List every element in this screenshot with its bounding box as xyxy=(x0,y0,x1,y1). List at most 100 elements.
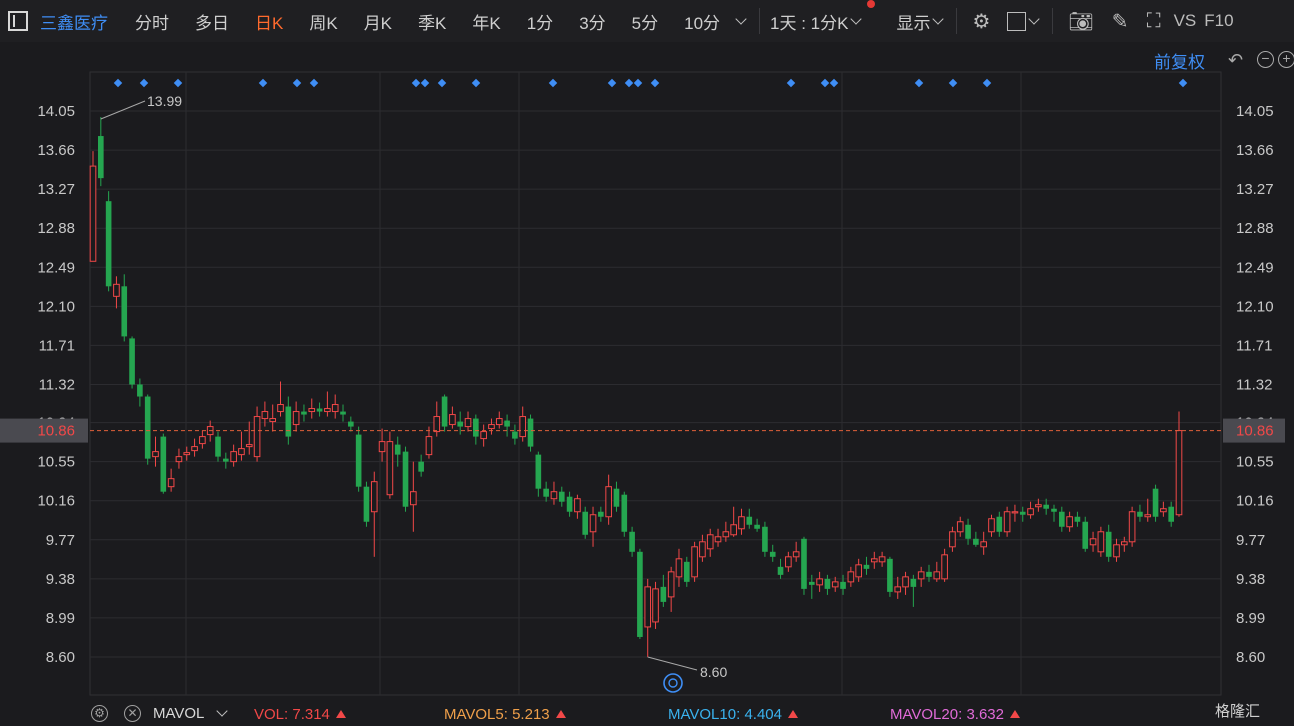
candle-body-down xyxy=(754,524,760,529)
vol-readout: VOL: 7.314 xyxy=(254,706,346,723)
candle-body-down xyxy=(926,571,932,577)
q-badge-inner-icon xyxy=(668,678,678,688)
event-marker-icon xyxy=(113,78,123,88)
tab-multi-day[interactable]: 多日 xyxy=(195,13,229,33)
candle-body-up xyxy=(831,581,839,588)
up-arrow-icon xyxy=(555,710,566,718)
candle-body-up xyxy=(980,541,987,548)
price-tick-left: 8.99 xyxy=(46,610,75,627)
candle-body-down xyxy=(340,411,346,415)
candle-body-down xyxy=(285,406,292,437)
price-tick-right: 12.49 xyxy=(1236,259,1274,276)
candle-body-down xyxy=(402,451,409,507)
undo-icon[interactable]: ↶ xyxy=(1228,50,1244,70)
candle-body-up xyxy=(1128,511,1136,543)
candle-body-up xyxy=(253,416,261,458)
tab-weekly-k[interactable]: 周K xyxy=(309,13,338,33)
zoom-out-icon[interactable]: − xyxy=(1257,51,1274,68)
display-menu[interactable]: 显示 xyxy=(896,13,931,33)
indicator-settings-gear-icon[interactable]: ⚙ xyxy=(91,704,108,722)
tab-intraday[interactable]: 分时 xyxy=(135,13,169,33)
price-tick-left: 11.71 xyxy=(39,337,75,354)
price-tick-right: 12.88 xyxy=(1236,220,1274,237)
stock-name[interactable]: 三鑫医疗 xyxy=(40,13,108,33)
tab-quarterly-k[interactable]: 季K xyxy=(418,13,447,33)
high-price-label: 13.99 xyxy=(147,93,182,109)
indicator-selector[interactable]: MAVOL xyxy=(153,704,205,722)
pencil-icon[interactable]: ✎ xyxy=(1111,10,1129,33)
sidebar-toggle-icon[interactable] xyxy=(8,11,28,31)
price-tick-left: 9.77 xyxy=(46,532,75,549)
tab-monthly-k[interactable]: 月K xyxy=(363,13,393,33)
mavol5-value: 5.213 xyxy=(512,706,550,723)
candle-body-down xyxy=(441,396,448,427)
low-price-label: 8.60 xyxy=(700,664,727,680)
price-tick-right: 9.38 xyxy=(1236,571,1265,588)
candle-body-up xyxy=(894,586,902,593)
event-marker-icon xyxy=(650,78,660,88)
q-badge-icon xyxy=(663,673,683,693)
candle-body-down xyxy=(504,420,510,427)
price-tick-left: 13.27 xyxy=(37,181,75,198)
candle-body-down xyxy=(223,458,229,462)
divider xyxy=(1052,8,1054,34)
zoom-in-icon[interactable]: + xyxy=(1278,51,1294,68)
candle-body-down xyxy=(355,434,362,487)
event-marker-icon xyxy=(437,78,447,88)
candle-body-up xyxy=(410,491,417,506)
price-tick-left: 9.38 xyxy=(46,571,75,588)
candle-body-down xyxy=(621,494,628,532)
candle-body-up xyxy=(667,571,675,598)
fullscreen-icon[interactable]: ⛶ xyxy=(1146,9,1161,32)
candle-body-up xyxy=(816,578,823,586)
candle-body-down xyxy=(1137,511,1143,517)
tab-5min[interactable]: 5分 xyxy=(631,13,659,33)
candle-body-up xyxy=(706,534,714,550)
candle-body-up xyxy=(238,448,245,456)
candle-body-up xyxy=(175,456,183,463)
event-marker-icon xyxy=(548,78,558,88)
candle-body-up xyxy=(1003,511,1011,533)
candle-body-up xyxy=(988,518,995,533)
candle-body-down xyxy=(543,488,549,497)
vs-compare-button[interactable]: VS xyxy=(1173,11,1197,30)
candle-body-up xyxy=(675,558,683,578)
candle-body-up xyxy=(1035,504,1042,508)
candlestick-chart[interactable]: 14.05 14.05 13.66 13.66 13.27 13.27 12.88 12.88… xyxy=(0,0,1294,700)
indicator-chevron-icon[interactable] xyxy=(216,705,229,717)
candle-body-up xyxy=(292,411,300,426)
candle-body-down xyxy=(418,461,424,472)
tab-3min[interactable]: 3分 xyxy=(579,13,606,33)
price-tick-right: 10.16 xyxy=(1236,493,1274,510)
event-marker-icon xyxy=(420,78,430,88)
camera-icon[interactable]: 📷︎ xyxy=(1068,10,1094,33)
candle-body-down xyxy=(1105,531,1112,557)
candle-body-down xyxy=(527,418,534,447)
multi-period-selector[interactable]: 1天 : 1分K xyxy=(770,13,849,33)
settings-gear-icon[interactable]: ⚙ xyxy=(972,10,991,33)
price-tick-left: 12.88 xyxy=(37,220,75,237)
candle-body-up xyxy=(1097,531,1105,553)
indicator-close-icon[interactable]: ✕ xyxy=(124,704,141,722)
mavol5-readout: MAVOL5: 5.213 xyxy=(444,706,566,723)
event-marker-icon xyxy=(948,78,958,88)
candle-body-down xyxy=(777,566,784,575)
tab-10min[interactable]: 10分 xyxy=(684,13,721,33)
event-marker-icon xyxy=(1178,78,1188,88)
tab-daily-k[interactable]: 日K xyxy=(255,13,284,33)
f10-button[interactable]: F10 xyxy=(1204,11,1234,30)
candle-body-up xyxy=(183,452,191,456)
candle-body-up xyxy=(191,446,198,452)
mavol5-label: MAVOL5: xyxy=(444,706,508,723)
layout-square-icon[interactable] xyxy=(1007,11,1027,31)
candle-body-down xyxy=(394,444,401,455)
adjust-mode-button[interactable]: 前复权 xyxy=(1154,53,1205,72)
candle-body-up xyxy=(1120,541,1128,546)
tab-yearly-k[interactable]: 年K xyxy=(472,13,501,33)
candle-body-down xyxy=(137,384,143,397)
candle-body-up xyxy=(277,404,284,413)
tab-1min[interactable]: 1分 xyxy=(526,13,554,33)
price-tick-left: 8.60 xyxy=(46,649,75,666)
candle-body-down xyxy=(746,516,753,525)
event-marker-icon xyxy=(292,78,302,88)
